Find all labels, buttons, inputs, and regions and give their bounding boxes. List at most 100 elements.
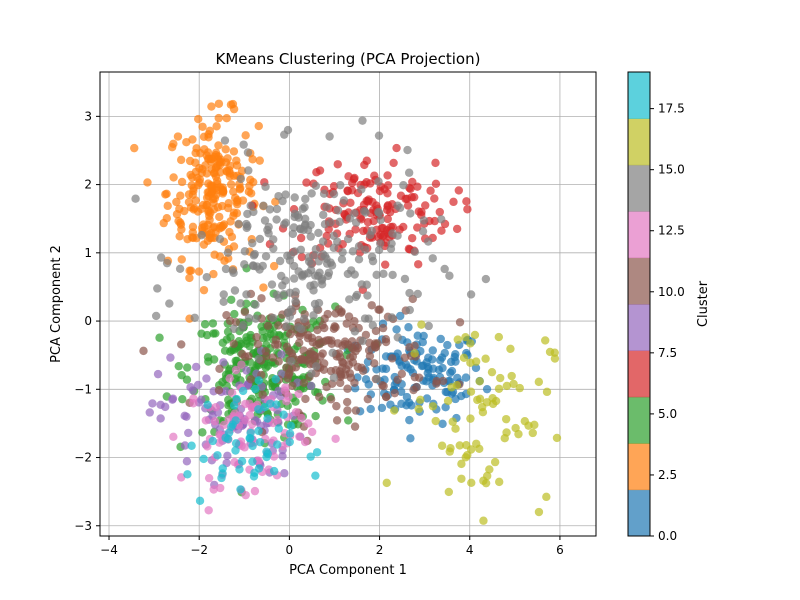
- scatter-point: [312, 362, 321, 371]
- scatter-point: [312, 448, 322, 457]
- scatter-point: [430, 194, 439, 203]
- scatter-point: [234, 219, 243, 229]
- scatter-point: [301, 394, 310, 404]
- scatter-point: [290, 193, 299, 202]
- scatter-point: [254, 121, 263, 131]
- scatter-point: [351, 218, 361, 227]
- scatter-point: [381, 334, 391, 344]
- scatter-point: [261, 252, 271, 261]
- scatter-point: [213, 161, 222, 170]
- scatter-point: [452, 224, 462, 234]
- scatter-point: [325, 132, 334, 141]
- scatter-point: [374, 131, 384, 140]
- colorbar-tick-label: 0.0: [658, 529, 677, 543]
- x-tick-label: 2: [376, 543, 384, 557]
- scatter-point: [176, 155, 186, 165]
- scatter-point: [278, 451, 287, 461]
- scatter-point: [212, 122, 221, 131]
- scatter-point: [219, 358, 228, 367]
- scatter-point: [237, 360, 246, 369]
- scatter-point: [309, 311, 318, 320]
- scatter-point: [241, 399, 250, 409]
- x-tick-label: 4: [466, 543, 474, 557]
- scatter-point: [424, 237, 433, 246]
- scatter-point: [437, 215, 446, 224]
- scatter-point: [226, 180, 236, 189]
- scatter-point: [205, 126, 215, 136]
- scatter-point: [299, 314, 309, 324]
- scatter-point: [279, 410, 288, 419]
- scatter-point: [400, 353, 410, 362]
- scatter-point: [216, 483, 225, 493]
- scatter-point: [249, 251, 259, 260]
- scatter-point: [291, 397, 300, 406]
- scatter-point: [410, 341, 419, 351]
- scatter-point: [241, 490, 250, 500]
- scatter-point: [329, 189, 339, 199]
- scatter-point: [280, 469, 289, 478]
- y-axis-label: PCA Component 2: [49, 245, 64, 363]
- scatter-point: [360, 245, 370, 254]
- scatter-point: [188, 190, 197, 200]
- scatter-point: [236, 174, 246, 184]
- scatter-point: [246, 375, 256, 384]
- scatter-point: [319, 359, 329, 368]
- scatter-point: [378, 323, 388, 333]
- scatter-point: [374, 245, 384, 255]
- scatter-point: [281, 190, 290, 199]
- scatter-point: [248, 457, 257, 466]
- scatter-point: [291, 408, 301, 417]
- scatter-point: [382, 478, 391, 488]
- scatter-point: [199, 220, 208, 229]
- scatter-point: [351, 346, 360, 356]
- colorbar: 0.0 2.5 5.0 7.5 10.0 12.5 15.0 17.5: [627, 71, 685, 543]
- scatter-point: [300, 214, 310, 224]
- colorbar-tick-label: 15.0: [658, 163, 685, 177]
- scatter-point: [428, 402, 438, 411]
- scatter-point: [462, 440, 471, 450]
- scatter-point: [272, 204, 282, 214]
- scatter-point: [211, 148, 221, 158]
- scatter-point: [296, 324, 306, 334]
- scatter-point: [294, 213, 303, 222]
- scatter-point: [253, 339, 263, 349]
- scatter-point: [207, 102, 216, 111]
- scatter-point: [451, 424, 460, 433]
- scatter-point: [280, 130, 289, 139]
- scatter-point: [443, 396, 453, 406]
- scatter-point: [431, 179, 441, 188]
- scatter-point: [225, 374, 234, 383]
- scatter-point: [210, 417, 220, 426]
- scatter-point: [182, 457, 192, 466]
- scatter-point: [346, 198, 355, 208]
- scatter-point: [235, 465, 244, 474]
- scatter-point: [277, 350, 286, 359]
- scatter-point: [131, 194, 140, 203]
- scatter-point: [326, 395, 336, 404]
- scatter-point: [248, 261, 258, 270]
- scatter-point: [151, 311, 161, 321]
- scatter-point: [172, 197, 181, 207]
- scatter-point: [273, 440, 282, 449]
- scatter-point: [466, 414, 475, 423]
- y-tick-label: 0: [84, 314, 92, 328]
- scatter-point: [404, 168, 414, 177]
- scatter-point: [309, 350, 319, 360]
- scatter-point: [448, 417, 457, 426]
- scatter-point: [289, 274, 299, 283]
- scatter-point: [240, 307, 250, 317]
- scatter-point: [550, 354, 560, 363]
- scatter-point: [230, 286, 240, 295]
- scatter-point: [281, 218, 290, 227]
- scatter-point: [201, 161, 210, 170]
- scatter-point: [383, 171, 392, 180]
- scatter-point: [229, 147, 239, 156]
- scatter-point: [229, 211, 238, 221]
- scatter-point: [322, 202, 331, 212]
- scatter-point: [213, 451, 222, 460]
- scatter-point: [350, 270, 359, 279]
- scatter-point: [488, 393, 497, 403]
- scatter-point: [418, 338, 427, 347]
- scatter-point: [410, 372, 420, 382]
- scatter-point: [437, 226, 446, 235]
